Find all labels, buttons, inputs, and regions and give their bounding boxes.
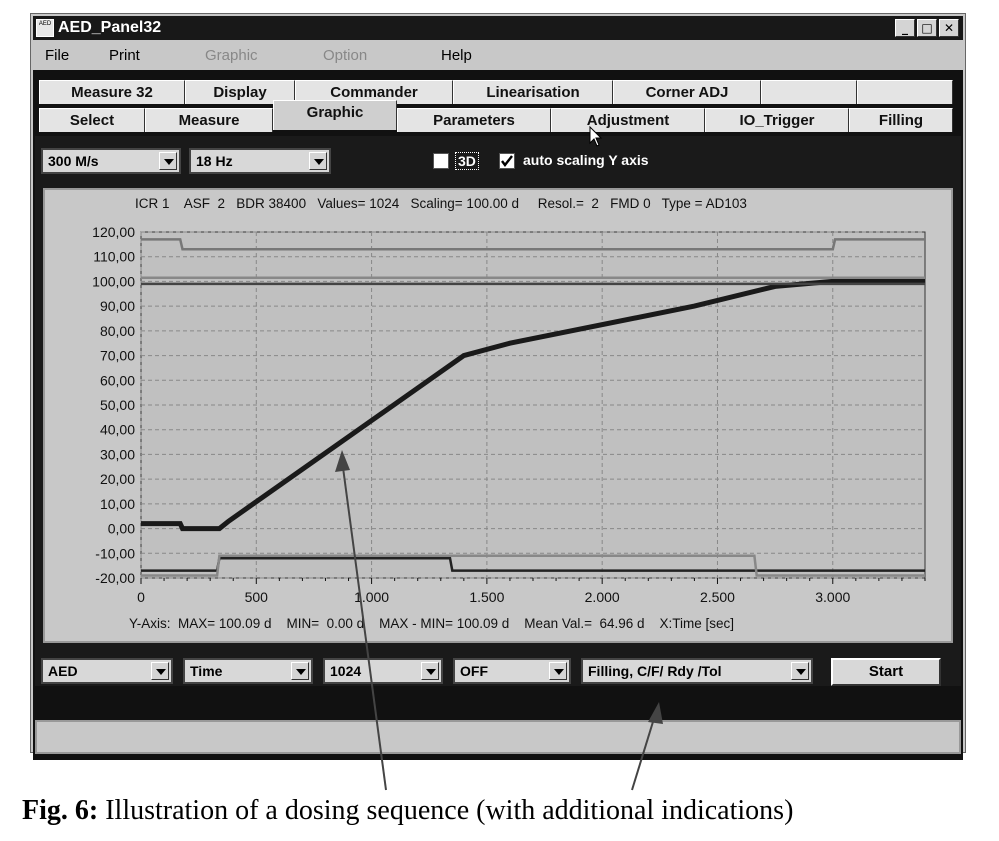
frequency-select[interactable]: 18 Hz [189, 148, 331, 174]
close-button[interactable]: ✕ [939, 19, 959, 37]
3d-label: 3D [455, 152, 479, 170]
x-tick-label: 1.000 [354, 589, 389, 605]
tab-adjustment[interactable]: Adjustment [551, 108, 705, 132]
x-tick-label: 2.000 [585, 589, 620, 605]
chevron-down-icon[interactable] [151, 662, 169, 680]
menu-help[interactable]: Help [441, 47, 472, 64]
y-tick-label: 80,00 [100, 323, 135, 339]
y-tick-label: 20,00 [100, 471, 135, 487]
title-bar: AED AED_Panel32 _ □ ✕ [33, 16, 963, 40]
x-tick-label: 0 [137, 589, 145, 605]
y-tick-label: -20,00 [95, 570, 135, 586]
graphic-panel: 300 M/s 18 Hz 3D auto scaling Y axis ICR… [35, 126, 961, 686]
tab-area: Measure 32 Display Commander Linearisati… [33, 70, 963, 760]
series-line-1 [141, 238, 925, 251]
menu-graphic[interactable]: Graphic [205, 47, 258, 64]
x-tick-label: 2.500 [700, 589, 735, 605]
y-tick-label: 40,00 [100, 422, 135, 438]
menu-bar: File Print Graphic Option Help [33, 42, 963, 68]
maximize-button[interactable]: □ [917, 19, 937, 37]
x-tick-label: 3.000 [815, 589, 850, 605]
xmode-select[interactable]: Time [183, 658, 313, 684]
y-tick-label: 120,00 [92, 224, 135, 240]
mouse-cursor-icon [589, 126, 603, 147]
graph-info-line: ICR 1 ASF 2 BDR 38400 Values= 1024 Scali… [135, 196, 747, 211]
graph-stats-line: Y-Axis: MAX= 100.09 d MIN= 0.00 d MAX - … [129, 616, 735, 631]
chevron-down-icon[interactable] [309, 152, 327, 170]
minimize-button[interactable]: _ [895, 19, 915, 37]
tab-filling[interactable]: Filling [849, 108, 953, 132]
chevron-down-icon[interactable] [421, 662, 439, 680]
series-line-5 [141, 554, 925, 577]
status-bar [35, 720, 961, 754]
figure-caption: Fig. 6: Illustration of a dosing sequenc… [22, 795, 794, 826]
tab-parameters[interactable]: Parameters [397, 108, 551, 132]
3d-checkbox[interactable] [433, 153, 449, 169]
tab-io-trigger[interactable]: IO_Trigger [705, 108, 849, 132]
tab-linearisation[interactable]: Linearisation [453, 80, 613, 104]
line-chart: 120,00 110,00 100,00 90,00 80,00 70,00 60,00 50… [92, 224, 926, 605]
y-tick-label: 60,00 [100, 372, 135, 388]
window-title: AED_Panel32 [58, 19, 162, 36]
series-line-4 [141, 556, 925, 572]
aed-app-icon: AED [36, 19, 54, 37]
y-tick-label: 90,00 [100, 298, 135, 314]
chevron-down-icon[interactable] [791, 662, 809, 680]
check-icon [501, 155, 513, 167]
source-select[interactable]: AED [41, 658, 173, 684]
values-select[interactable]: 1024 [323, 658, 443, 684]
trigger-select[interactable]: OFF [453, 658, 571, 684]
y-tick-label: 70,00 [100, 348, 135, 364]
tab-blank-1[interactable] [761, 80, 857, 104]
tab-corner-adj[interactable]: Corner ADJ [613, 80, 761, 104]
start-button[interactable]: Start [831, 658, 941, 686]
tab-select[interactable]: Select [39, 108, 145, 132]
y-tick-label: 10,00 [100, 496, 135, 512]
auto-scaling-label: auto scaling Y axis [523, 152, 649, 168]
app-window: AED AED_Panel32 _ □ ✕ File Print Graphic… [30, 13, 966, 760]
graph-area: ICR 1 ASF 2 BDR 38400 Values= 1024 Scali… [43, 188, 953, 643]
rate-select[interactable]: 300 M/s [41, 148, 181, 174]
chevron-down-icon[interactable] [159, 152, 177, 170]
y-tick-label: 30,00 [100, 446, 135, 462]
auto-scaling-checkbox[interactable] [499, 153, 515, 169]
tab-measure-32[interactable]: Measure 32 [39, 80, 185, 104]
chevron-down-icon[interactable] [549, 662, 567, 680]
chevron-down-icon[interactable] [291, 662, 309, 680]
tab-graphic[interactable]: Graphic [273, 100, 397, 130]
y-tick-label: 100,00 [92, 273, 135, 289]
y-tick-label: 110,00 [93, 249, 135, 265]
y-tick-label: 0,00 [108, 521, 135, 537]
x-tick-label: 1.500 [469, 589, 504, 605]
menu-file[interactable]: File [45, 47, 70, 64]
menu-option[interactable]: Option [323, 47, 368, 64]
y-tick-label: -10,00 [95, 545, 135, 561]
x-tick-label: 500 [245, 589, 269, 605]
tab-measure[interactable]: Measure [145, 108, 273, 132]
y-tick-label: 50,00 [100, 397, 135, 413]
menu-print[interactable]: Print [109, 47, 140, 64]
mode-select[interactable]: Filling, C/F/ Rdy /Tol [581, 658, 813, 684]
tab-blank-2[interactable] [857, 80, 953, 104]
